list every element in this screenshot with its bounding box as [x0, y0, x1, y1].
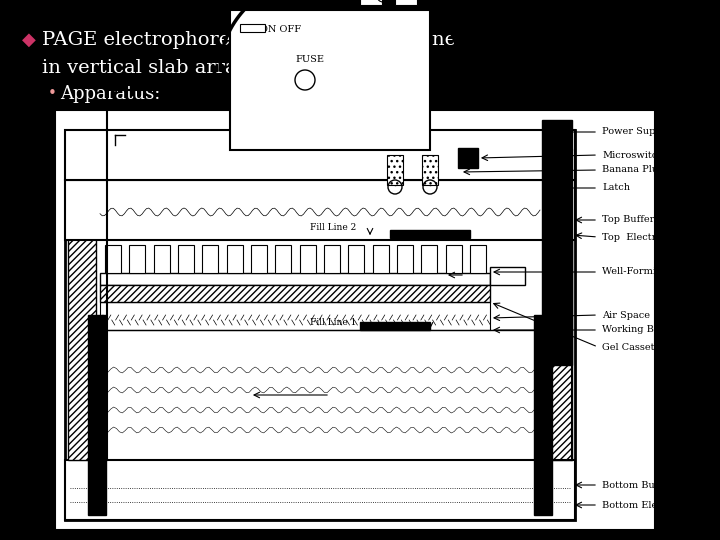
Bar — [153, 245, 170, 273]
Text: Fill Line 1: Fill Line 1 — [310, 318, 356, 327]
Bar — [397, 245, 413, 273]
Text: Latch: Latch — [602, 184, 630, 192]
Bar — [65, 130, 575, 520]
Bar — [65, 460, 575, 520]
Text: Well-Forming Comb: Well-Forming Comb — [602, 267, 701, 276]
Bar — [105, 245, 121, 273]
Text: Gel Cassette: Gel Cassette — [602, 342, 664, 352]
Text: Working Buffer Solution: Working Buffer Solution — [602, 326, 720, 334]
Bar — [542, 120, 572, 365]
Text: Bottom Electrode: Bottom Electrode — [602, 501, 689, 510]
Bar — [88, 315, 106, 515]
Bar — [100, 285, 490, 302]
Bar — [360, 0, 382, 5]
Bar — [202, 245, 218, 273]
Text: •: • — [48, 86, 57, 102]
Text: Fill Line 2: Fill Line 2 — [310, 223, 356, 232]
Bar — [240, 24, 265, 32]
Text: FUSE: FUSE — [295, 55, 324, 64]
Bar — [422, 155, 438, 185]
Text: Air Space: Air Space — [602, 310, 650, 320]
Bar — [100, 273, 490, 285]
Bar — [387, 155, 403, 185]
Bar — [534, 315, 552, 515]
Bar — [446, 245, 462, 273]
Bar — [360, 322, 430, 330]
Bar — [348, 245, 364, 273]
Bar — [324, 245, 340, 273]
Bar — [470, 245, 486, 273]
Bar — [300, 245, 315, 273]
Bar — [55, 110, 655, 530]
Bar — [100, 330, 540, 460]
Bar — [421, 245, 437, 273]
Text: Apparatus:: Apparatus: — [60, 85, 161, 103]
Bar — [65, 180, 575, 240]
Text: Microswitch: Microswitch — [602, 151, 664, 159]
Text: Bottom Buffer Tank: Bottom Buffer Tank — [602, 481, 699, 489]
Bar — [178, 245, 194, 273]
Text: PAGE electrophoresis for proteins is done: PAGE electrophoresis for proteins is don… — [42, 31, 456, 49]
Bar — [227, 245, 243, 273]
Bar — [460, 10, 500, 50]
Bar — [100, 302, 490, 330]
Bar — [373, 245, 389, 273]
Text: Top Buffer Tank: Top Buffer Tank — [602, 215, 681, 225]
Bar — [65, 130, 575, 180]
Bar — [130, 245, 145, 273]
Bar — [490, 267, 525, 285]
Bar — [395, 0, 417, 5]
Bar — [544, 190, 572, 460]
Bar — [68, 190, 96, 460]
Text: Top  Electrode: Top Electrode — [602, 233, 674, 241]
Text: in vertical slab arrangement: in vertical slab arrangement — [42, 59, 323, 77]
Text: ON OFF: ON OFF — [260, 25, 301, 34]
Bar — [251, 245, 267, 273]
Bar — [230, 10, 430, 150]
Text: ◆: ◆ — [22, 31, 36, 49]
Bar — [390, 230, 470, 238]
Text: Banana Plugs: Banana Plugs — [602, 165, 670, 174]
Text: Power Supply: Power Supply — [602, 127, 670, 137]
Bar — [458, 148, 478, 168]
Bar — [275, 245, 292, 273]
